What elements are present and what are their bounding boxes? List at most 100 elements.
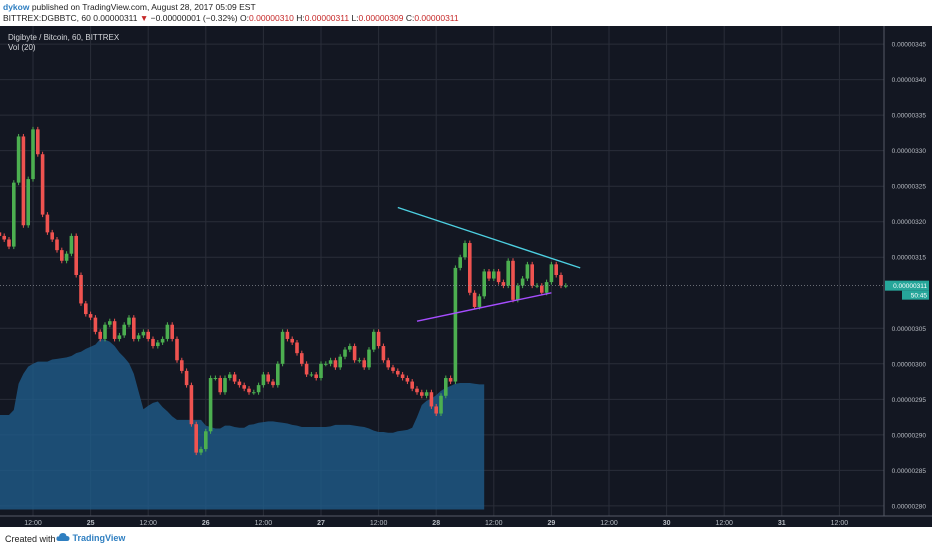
candle-body	[204, 431, 208, 450]
candle-body	[223, 378, 227, 393]
time-tick-label[interactable]: 26	[202, 520, 210, 527]
candle-body	[276, 363, 280, 386]
candle-body	[199, 449, 203, 453]
candle-body	[429, 392, 434, 407]
time-tick-label[interactable]: 28	[432, 520, 440, 527]
candle-body	[391, 367, 395, 371]
time-tick-label[interactable]: 31	[778, 520, 786, 527]
time-axis-labels[interactable]: 12:00 25 12:00 26 12:00 27 12:00 28 12:00 29 12:00…	[24, 520, 848, 527]
candle-body	[439, 395, 443, 414]
ohlc-close: 0.00000311	[414, 13, 459, 23]
time-tick-label[interactable]: 12:00	[139, 520, 157, 527]
candle-body	[74, 235, 78, 275]
time-tick-label[interactable]: 30	[663, 520, 671, 527]
candle-body	[103, 324, 107, 339]
ohlc-low: 0.00000309	[358, 13, 404, 23]
tradingview-brand[interactable]: TradingView	[56, 532, 125, 543]
candle-body	[40, 154, 45, 215]
candle-body	[564, 285, 568, 287]
candle-body	[2, 235, 6, 240]
ohlc-high: 0.00000311	[304, 13, 350, 23]
candle-body	[88, 314, 93, 318]
candle-body	[26, 179, 30, 226]
created-with-text: Created with	[5, 534, 56, 544]
time-tick-label[interactable]: 12:00	[255, 520, 273, 527]
candle-body	[516, 285, 520, 300]
candle-body	[266, 374, 270, 382]
candle-body	[420, 392, 424, 396]
time-tick-label[interactable]: 27	[317, 520, 325, 527]
candle-body	[448, 378, 453, 382]
published-text: published on TradingView.com, August 28,…	[31, 2, 256, 12]
candle-body	[482, 271, 486, 297]
trendline-upper[interactable]	[397, 206, 581, 269]
price-tick-label: 0.00000305	[892, 326, 927, 333]
candle-body	[160, 338, 165, 343]
candle-body	[295, 342, 299, 354]
candle-body	[362, 360, 366, 368]
candle-body	[396, 370, 400, 375]
candle-body	[271, 381, 275, 386]
time-tick-label[interactable]: 12:00	[370, 520, 388, 527]
volume-area	[0, 338, 485, 510]
candle-body	[146, 331, 150, 339]
time-tick-label[interactable]: 25	[87, 520, 95, 527]
candle-body	[511, 260, 515, 300]
author-link[interactable]: dykow	[3, 2, 30, 12]
price-chart[interactable]: 0.00000345 0.00000340 0.00000335 0.00000330…	[0, 26, 932, 527]
candle-body	[463, 243, 467, 258]
candle-body	[381, 346, 386, 361]
candle-body	[151, 338, 155, 347]
indicator-label: Vol (20)	[8, 43, 36, 52]
candle-body	[108, 321, 112, 325]
time-tick-label[interactable]: 12:00	[24, 520, 42, 527]
candle-body	[228, 374, 232, 379]
trendlines-layer[interactable]	[397, 206, 581, 322]
candle-body	[256, 385, 261, 393]
candle-body	[314, 374, 318, 379]
candle-body	[357, 360, 362, 362]
time-tick-label[interactable]: 12:00	[831, 520, 849, 527]
countdown-badge	[902, 290, 929, 300]
candle-body	[453, 267, 458, 382]
candle-body	[338, 356, 342, 368]
time-tick-label[interactable]: 12:00	[485, 520, 503, 527]
time-tick-label[interactable]: 29	[548, 520, 556, 527]
candle-body	[319, 363, 323, 379]
candle-body	[280, 331, 285, 364]
price-tick-label: 0.00000290	[892, 432, 927, 439]
candle-body	[535, 285, 539, 287]
price-tick-label: 0.00000300	[892, 361, 927, 368]
price-tick-label: 0.00000325	[892, 184, 927, 191]
candle-body	[60, 250, 64, 261]
publish-line: dykow published on TradingView.com, Augu…	[3, 2, 256, 12]
candle-body	[415, 388, 419, 393]
candle-body	[496, 271, 501, 283]
last-price-badge	[885, 280, 929, 291]
trendline-lower[interactable]	[416, 292, 552, 322]
candle-body	[93, 317, 98, 332]
price-axis[interactable]	[884, 26, 932, 527]
candle-body	[31, 129, 35, 180]
last-price-label: 0.00000311	[893, 283, 927, 290]
candle-body	[559, 275, 563, 286]
volume-layer	[0, 338, 485, 510]
ohlc-open: 0.00000310	[249, 13, 294, 23]
candle-body	[189, 385, 194, 425]
candle-body	[112, 321, 117, 339]
ohlc-low-label: L:	[351, 13, 359, 23]
candle-body	[165, 324, 170, 339]
time-tick-label[interactable]: 12:00	[715, 520, 733, 527]
change-text: −0.00000001 (−0.32%)	[150, 13, 238, 23]
candle-body	[434, 406, 438, 414]
candle-body	[55, 239, 59, 251]
candle-body	[141, 331, 146, 336]
time-tick-label[interactable]: 12:00	[600, 520, 618, 527]
candle-body	[16, 136, 21, 183]
candle-body	[444, 378, 448, 396]
candle-body	[405, 378, 410, 382]
price-tick-label: 0.00000330	[892, 148, 927, 155]
price-axis-labels: 0.00000345 0.00000340 0.00000335 0.00000330…	[892, 42, 927, 511]
countdown-label: 50:45	[911, 293, 928, 300]
candle-body	[84, 303, 88, 315]
